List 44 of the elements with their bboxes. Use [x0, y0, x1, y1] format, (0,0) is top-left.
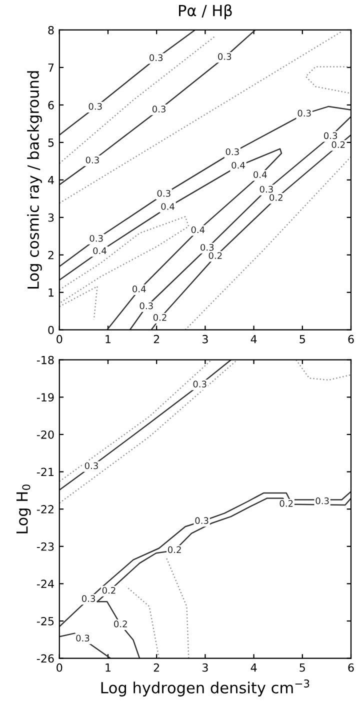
- y-tick-label: 7: [48, 64, 54, 72]
- x-tick-label: 6: [348, 663, 354, 672]
- x-tick-label: 5: [300, 664, 305, 672]
- x-tick-label: 1: [106, 335, 111, 344]
- x-tick-label: 0: [56, 334, 62, 344]
- y-tick-label: 2: [48, 250, 54, 260]
- y-tick-label: -25: [36, 616, 54, 626]
- x-tick-label: 3: [202, 663, 208, 672]
- y-tick-label: -21: [36, 468, 54, 476]
- line-series: [295, 360, 351, 381]
- y-tick-label: -22: [36, 505, 54, 514]
- x-tick-label: 1: [106, 664, 111, 672]
- line-series: [129, 116, 351, 330]
- y-tick-label: 4: [48, 176, 54, 184]
- y-axis-title: Log cosmic ray / background: [27, 71, 42, 288]
- y-axis-title: Log H$_{0}$: [16, 484, 31, 534]
- line-series: [59, 148, 282, 330]
- y-tick-label: -18: [36, 356, 54, 364]
- y-tick-label: -26: [36, 654, 54, 663]
- x-tick-label: 4: [250, 664, 257, 672]
- line-series: [305, 66, 351, 94]
- annotation: 0.3: [316, 497, 329, 504]
- line-series: [59, 30, 196, 136]
- x-tick-label: 2: [154, 334, 160, 344]
- y-tick-label: 0: [48, 326, 54, 334]
- line-series: [59, 632, 112, 658]
- y-tick-label: -23: [36, 542, 54, 551]
- x-tick-label: 5: [300, 335, 305, 344]
- x-tick-label: 3: [202, 334, 208, 344]
- x-tick-label: 2: [154, 663, 160, 672]
- x-axis-title: Log hydrogen density cm$^{−3}$: [101, 679, 310, 696]
- x-tick-label: 0: [56, 663, 62, 672]
- chart-title: Pα / Hβ: [179, 4, 232, 20]
- y-tick-label: 6: [48, 100, 54, 110]
- line-series: [59, 216, 190, 304]
- x-tick-label: 6: [348, 334, 354, 344]
- y-tick-label: -19: [36, 393, 54, 402]
- y-tick-label: -20: [36, 430, 54, 439]
- y-tick-label: 1: [48, 288, 54, 297]
- y-tick-label: 8: [48, 26, 54, 34]
- y-tick-label: 3: [48, 213, 54, 222]
- x-tick-label: 4: [250, 335, 257, 344]
- y-tick-label: -24: [36, 580, 54, 588]
- y-tick-label: 5: [48, 138, 54, 147]
